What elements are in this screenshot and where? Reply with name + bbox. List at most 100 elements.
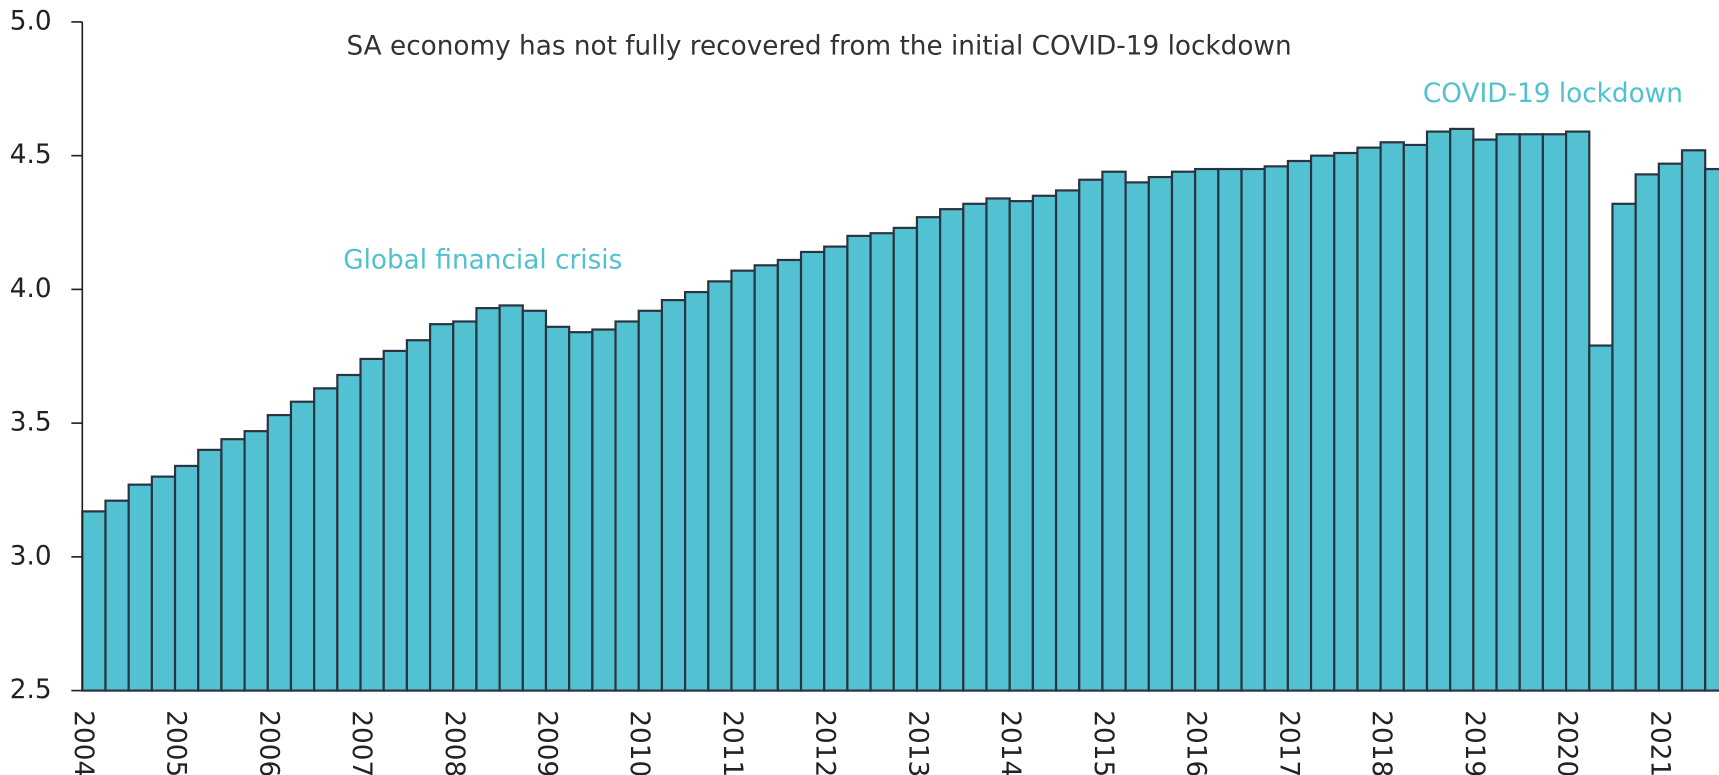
bar: [1309, 154, 1336, 692]
bar: [591, 328, 617, 692]
bar: [660, 298, 687, 692]
bar: [197, 448, 223, 692]
annotation: Global financial crisis: [343, 245, 622, 275]
y-tick-label: 5.0: [10, 6, 52, 36]
bar: [776, 258, 803, 692]
bar: [1704, 167, 1719, 692]
bar: [289, 400, 316, 692]
bar: [1170, 170, 1197, 692]
bar: [1194, 167, 1220, 692]
bar: [1263, 165, 1289, 692]
bar: [173, 464, 200, 692]
bar: [428, 323, 455, 692]
bar: [1588, 344, 1614, 692]
bar: [846, 234, 872, 692]
bar: [1078, 178, 1104, 692]
bar: [1286, 159, 1313, 692]
bar: [220, 438, 246, 692]
bar: [1031, 194, 1058, 692]
bar: [684, 290, 710, 692]
bar: [939, 208, 965, 692]
bar: [614, 320, 640, 692]
bar: [81, 510, 107, 692]
x-tick-label: 2015: [1088, 710, 1118, 775]
bar: [1379, 141, 1405, 692]
bar: [1147, 175, 1174, 692]
x-tick-label: 2006: [253, 710, 283, 775]
bar: [1425, 130, 1452, 692]
bar: [405, 339, 432, 692]
x-tick-label: 2020: [1552, 710, 1582, 775]
bar: [707, 280, 733, 692]
x-tick-label: 2010: [624, 710, 654, 775]
chart-title: SA economy has not fully recovered from …: [346, 32, 1291, 62]
x-tick-label: 2013: [902, 710, 932, 775]
bar: [1611, 202, 1637, 692]
y-tick-label: 3.0: [10, 541, 52, 571]
y-tick-label: 4.5: [10, 140, 52, 170]
bar: [1472, 138, 1498, 692]
bar: [568, 331, 594, 692]
bar: [1054, 189, 1081, 692]
x-tick-label: 2012: [810, 710, 840, 775]
x-tick-label: 2007: [346, 710, 376, 775]
bar: [104, 499, 130, 692]
bar: [915, 216, 942, 692]
x-tick-label: 2009: [531, 710, 561, 775]
y-tick-label: 3.5: [10, 408, 52, 438]
x-tick-label: 2016: [1181, 710, 1211, 775]
bar: [475, 307, 501, 692]
bar: [1495, 133, 1521, 692]
bar: [382, 349, 408, 692]
bar: [1356, 146, 1382, 692]
bar: [1124, 181, 1150, 692]
y-tick-label: 2.5: [10, 675, 52, 705]
bar: [498, 304, 524, 692]
bar: [892, 226, 919, 692]
bar: [985, 197, 1011, 692]
bar: [1541, 133, 1568, 692]
x-tick-label: 2019: [1459, 710, 1489, 775]
bar: [1240, 167, 1266, 692]
bar: [1449, 127, 1475, 692]
annotation: COVID-19 lockdown: [1423, 79, 1683, 109]
bar: [544, 325, 571, 692]
bar: [243, 430, 269, 692]
x-tick-label: 2005: [161, 710, 191, 775]
bar: [1101, 170, 1127, 692]
bar: [823, 245, 849, 692]
bar: [521, 309, 548, 692]
x-tick-label: 2014: [995, 710, 1025, 775]
x-tick-label: 2021: [1644, 710, 1674, 775]
bar: [452, 320, 478, 692]
bar: [753, 264, 779, 692]
bar: [869, 232, 895, 692]
bar: [1634, 173, 1660, 692]
bar: [1402, 143, 1429, 692]
bar: [1518, 133, 1545, 692]
bar: [1657, 162, 1684, 692]
y-tick-label: 4.0: [10, 274, 52, 304]
x-tick-label: 2008: [439, 710, 469, 775]
x-tick-label: 2004: [68, 710, 98, 775]
bar: [730, 269, 756, 692]
bar: [799, 250, 826, 692]
bar: [127, 483, 153, 692]
bar: [962, 202, 988, 692]
bar: [1333, 151, 1359, 692]
bar: [1008, 200, 1034, 692]
bar: [637, 309, 664, 692]
bar: [1565, 130, 1591, 692]
bar: [1680, 149, 1707, 692]
bar: [359, 357, 385, 692]
bar: [1217, 167, 1243, 692]
x-tick-label: 2011: [717, 710, 747, 775]
x-tick-label: 2018: [1366, 710, 1396, 775]
bar: [313, 387, 339, 692]
bar: [266, 414, 293, 692]
bar: [150, 475, 177, 692]
bar: [336, 373, 362, 692]
x-tick-label: 2017: [1273, 710, 1303, 775]
